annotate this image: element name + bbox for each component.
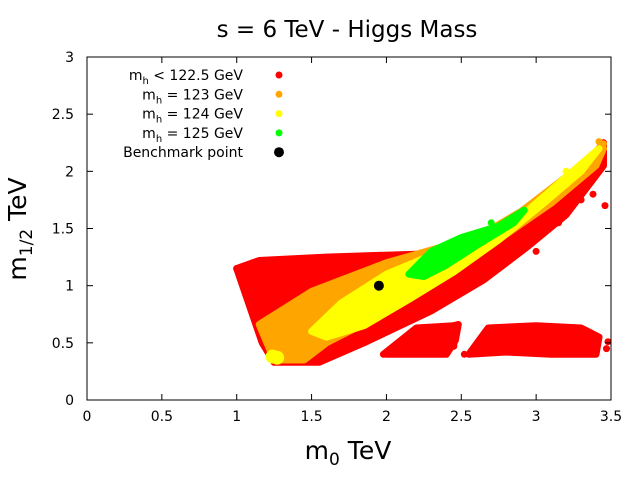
series-4 bbox=[373, 280, 384, 291]
y-tick-label: 0 bbox=[65, 393, 74, 409]
legend-marker bbox=[275, 129, 283, 137]
x-tick-label: 0 bbox=[83, 409, 92, 425]
legend-label-main: m bbox=[142, 107, 156, 123]
y-tick-label: 3 bbox=[65, 50, 74, 66]
series-0-point-3 bbox=[562, 207, 570, 215]
legend-label-sub: h bbox=[156, 95, 162, 106]
legend-label: Benchmark point bbox=[123, 145, 243, 161]
y-tick-label: 0.5 bbox=[52, 336, 74, 352]
legend-label: mh < 122.5 GeV bbox=[129, 68, 244, 87]
legend-label: mh = 123 GeV bbox=[142, 87, 243, 106]
legend-label-sub: h bbox=[156, 134, 162, 145]
legend-marker bbox=[275, 90, 283, 98]
x-axis-label-main: m bbox=[305, 436, 329, 465]
series-0-point-2 bbox=[577, 196, 585, 204]
legend-label-rest: = 123 GeV bbox=[162, 87, 243, 103]
x-tick-label: 0.5 bbox=[151, 409, 173, 425]
series-0-region-3 bbox=[465, 322, 603, 358]
series-0-point-18 bbox=[460, 350, 468, 358]
legend-label-rest: = 124 GeV bbox=[162, 107, 243, 123]
series-1-point-1 bbox=[600, 140, 607, 148]
y-tick-label: 2.5 bbox=[52, 107, 74, 123]
data-layer bbox=[233, 138, 612, 366]
y-tick-label: 1 bbox=[65, 279, 74, 295]
series-0-point-5 bbox=[540, 225, 548, 232]
legend-label-sub: h bbox=[156, 115, 162, 126]
x-tick-label: 1.5 bbox=[300, 409, 322, 425]
y-axis-label-main: m bbox=[3, 256, 32, 280]
legend-label: mh = 124 GeV bbox=[142, 107, 243, 126]
series-3-point-1 bbox=[487, 219, 495, 227]
legend-label-rest: = 125 GeV bbox=[162, 126, 243, 142]
chart-title: s = 6 TeV - Higgs Mass bbox=[217, 17, 478, 43]
legend-label-sub: h bbox=[142, 76, 148, 87]
legend-marker bbox=[275, 71, 283, 79]
series-0-point-11 bbox=[457, 287, 465, 295]
series-0-point-1 bbox=[601, 202, 609, 210]
x-tick-label: 2.5 bbox=[450, 409, 472, 425]
series-4-point-0 bbox=[373, 280, 384, 291]
series-0-point-14 bbox=[532, 247, 540, 255]
x-axis-ticks: 0 0.5 1 1.5 2 2.5 3 3.5 bbox=[83, 57, 622, 425]
legend-label-main: Benchmark point bbox=[123, 145, 243, 161]
series-0-point-10 bbox=[465, 276, 473, 284]
series-0-point-9 bbox=[480, 265, 488, 272]
x-axis-label-sub: 0 bbox=[329, 450, 340, 470]
x-tick-label: 1 bbox=[232, 409, 241, 425]
x-tick-label: 3 bbox=[532, 409, 541, 425]
series-0-point-17 bbox=[604, 338, 612, 346]
series-0-point-20 bbox=[233, 265, 241, 272]
series-2-point-2 bbox=[562, 167, 570, 175]
series-3 bbox=[405, 206, 528, 280]
y-tick-label: 2 bbox=[65, 164, 74, 180]
legend-marker bbox=[275, 110, 283, 118]
legend-label: mh = 125 GeV bbox=[142, 126, 243, 145]
legend-label-main: m bbox=[129, 68, 143, 84]
series-0-point-12 bbox=[510, 247, 518, 255]
legend-marker bbox=[274, 147, 284, 158]
legend-label-main: m bbox=[142, 126, 156, 142]
x-axis-label-rest: TeV bbox=[340, 436, 391, 465]
series-0-point-15 bbox=[589, 190, 597, 198]
series-0-point-16 bbox=[445, 287, 453, 295]
y-axis-label-rest: TeV bbox=[3, 177, 32, 228]
series-0-point-8 bbox=[495, 253, 503, 261]
y-tick-label: 1.5 bbox=[52, 222, 74, 238]
y-axis-label-sub: 1/2 bbox=[17, 229, 37, 256]
series-0-point-19 bbox=[603, 345, 610, 353]
y-axis-label: m1/2 TeV bbox=[3, 177, 37, 280]
x-axis-label: m0 TeV bbox=[305, 436, 392, 470]
series-0-point-6 bbox=[555, 219, 563, 227]
series-3-point-0 bbox=[514, 211, 522, 219]
series-0-region-2 bbox=[379, 322, 458, 358]
legend-label-rest: < 122.5 GeV bbox=[149, 68, 244, 84]
series-0-point-13 bbox=[517, 230, 525, 238]
series-0-point-22 bbox=[547, 213, 555, 221]
series-2-point-1 bbox=[270, 350, 285, 365]
x-tick-label: 2 bbox=[382, 409, 391, 425]
y-axis-ticks: 0 0.5 1 1.5 2 2.5 3 bbox=[52, 50, 611, 409]
legend-label-main: m bbox=[142, 87, 156, 103]
series-0-point-7 bbox=[525, 236, 533, 244]
x-tick-label: 3.5 bbox=[600, 409, 622, 425]
